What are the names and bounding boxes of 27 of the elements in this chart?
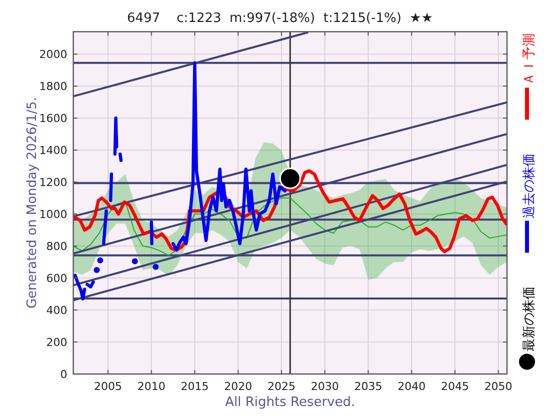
x-tick-label: 2020 bbox=[224, 380, 252, 393]
legend-label: ＡＩ予測 bbox=[522, 34, 537, 86]
y-tick-label: 1800 bbox=[39, 80, 68, 94]
x-tick-label: 2005 bbox=[94, 380, 122, 393]
x-tick-label: 2030 bbox=[310, 380, 339, 393]
x-tick-label: 2040 bbox=[398, 380, 426, 393]
x-tick-label: 2045 bbox=[440, 380, 469, 393]
x-tick-label: 2035 bbox=[354, 380, 382, 393]
y-tick-label: 2000 bbox=[39, 48, 68, 62]
y-tick-label: 400 bbox=[46, 304, 68, 318]
y-tick-label: 600 bbox=[46, 272, 68, 286]
x-tick-label: 2025 bbox=[267, 380, 296, 393]
y-tick-label: 800 bbox=[46, 240, 68, 254]
y-tick-label: 0 bbox=[60, 368, 68, 381]
y-tick-label: 1200 bbox=[39, 176, 68, 190]
legend-label: 過去の株価 bbox=[522, 154, 537, 219]
text: All Rights Reserved. bbox=[225, 395, 356, 410]
y-axis-title: Generated on Monday 2026/1/5. bbox=[25, 97, 40, 309]
x-tick-label: 2015 bbox=[180, 380, 209, 393]
chart-title: 6497 c:1223 m:997(-18%) t:1215(-1%) ★★ bbox=[127, 11, 433, 26]
y-tick-label: 1600 bbox=[39, 112, 68, 126]
y-tick-label: 1400 bbox=[39, 144, 68, 158]
x-tick-label: 2050 bbox=[484, 380, 512, 393]
y-tick-label: 1000 bbox=[39, 208, 68, 222]
x-tick-label: 2010 bbox=[137, 380, 166, 393]
y-tick-label: 200 bbox=[46, 336, 68, 350]
legend-label: 最新の株価 bbox=[522, 286, 537, 352]
